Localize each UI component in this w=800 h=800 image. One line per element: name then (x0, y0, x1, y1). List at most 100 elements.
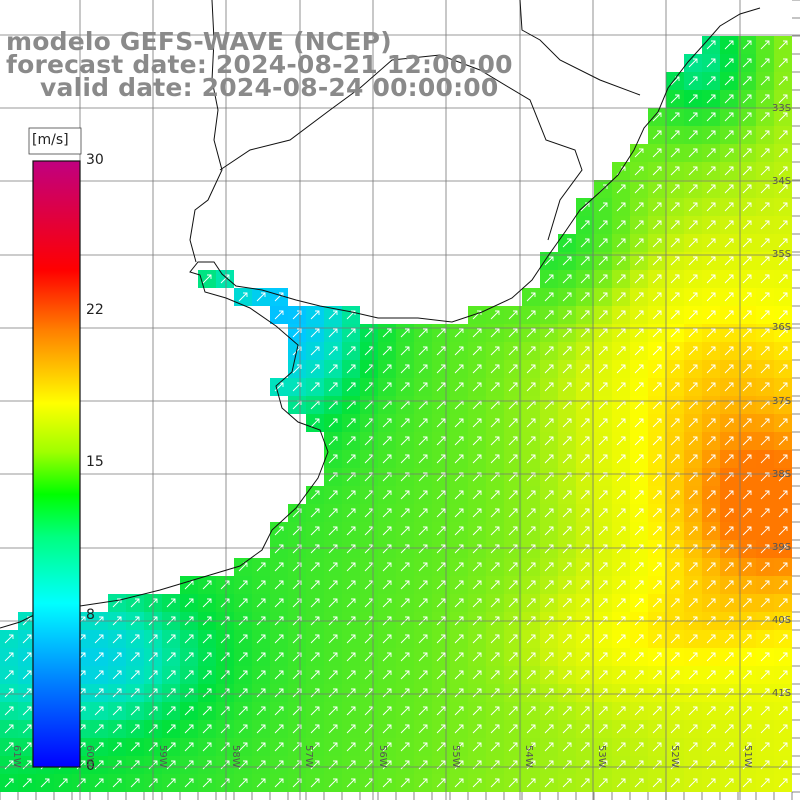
wind-arrow (724, 688, 734, 698)
wind-arrow (562, 238, 572, 248)
wind-arrow (400, 598, 410, 608)
wind-arrow (346, 328, 356, 338)
wind-arrow (616, 742, 626, 752)
wind-arrow (94, 742, 104, 752)
wind-arrow (688, 238, 698, 248)
wind-arrow (562, 652, 572, 662)
wind-arrow (670, 508, 680, 518)
wind-arrow (724, 454, 734, 464)
longitude-label: 60W (84, 745, 95, 768)
wind-arrow (580, 580, 590, 590)
wind-arrow (202, 634, 212, 644)
wind-arrow (598, 490, 608, 500)
wind-arrow (634, 508, 644, 518)
wind-arrow (130, 670, 140, 680)
wind-arrow (328, 328, 338, 338)
wind-arrow (760, 688, 770, 698)
wind-arrow (202, 274, 212, 284)
wind-arrow (508, 382, 518, 392)
wind-arrow (688, 148, 698, 158)
wind-arrow (742, 184, 752, 194)
wind-arrow (346, 382, 356, 392)
wind-arrow (436, 706, 446, 716)
wind-arrow (130, 760, 140, 770)
wind-arrow (436, 436, 446, 446)
wind-arrow (94, 634, 104, 644)
wind-arrow (4, 688, 14, 698)
wind-arrow (742, 130, 752, 140)
wind-arrow (202, 598, 212, 608)
wind-arrow (472, 688, 482, 698)
longitude-label: 55W (450, 745, 461, 768)
wind-arrow (706, 652, 716, 662)
wind-arrow (598, 778, 608, 788)
wind-arrow (598, 310, 608, 320)
wind-arrow (418, 778, 428, 788)
wind-arrow (670, 328, 680, 338)
wind-arrow (472, 562, 482, 572)
wind-arrow (310, 508, 320, 518)
wind-arrow (472, 724, 482, 734)
wind-arrow (760, 418, 770, 428)
wind-arrow (652, 562, 662, 572)
wind-arrow (778, 112, 788, 122)
wind-arrow (328, 706, 338, 716)
wind-arrow (670, 274, 680, 284)
wind-arrow (580, 328, 590, 338)
wind-arrow (256, 742, 266, 752)
wind-arrow (130, 688, 140, 698)
wind-arrow (706, 166, 716, 176)
wind-arrow (616, 778, 626, 788)
wind-arrow (400, 364, 410, 374)
wind-arrow (706, 94, 716, 104)
wind-arrow (454, 436, 464, 446)
wind-arrow (562, 634, 572, 644)
wind-arrow (598, 526, 608, 536)
wind-arrow (580, 742, 590, 752)
wind-arrow (112, 670, 122, 680)
wind-arrow (688, 454, 698, 464)
wind-arrow (508, 490, 518, 500)
wind-arrow (328, 490, 338, 500)
wind-arrow (760, 76, 770, 86)
wind-arrow (778, 436, 788, 446)
wind-arrow (400, 382, 410, 392)
wind-arrow (652, 598, 662, 608)
wind-arrow (670, 634, 680, 644)
wind-arrow (310, 418, 320, 428)
wind-arrow (598, 724, 608, 734)
forecast-date: forecast date: 2024-08-21 12:00:00 (6, 50, 513, 79)
coastline-path (0, 7, 761, 629)
wind-arrow (706, 238, 716, 248)
model-title: modelo GEFS-WAVE (NCEP) (6, 27, 392, 56)
wind-arrow (310, 706, 320, 716)
wind-arrow (544, 274, 554, 284)
wind-arrow (652, 652, 662, 662)
wind-arrow (580, 724, 590, 734)
wind-arrow (112, 760, 122, 770)
latitude-label: 39S (772, 542, 792, 553)
wind-arrow (562, 490, 572, 500)
wind-arrow (742, 436, 752, 446)
wind-arrow (490, 778, 500, 788)
wind-arrow (706, 184, 716, 194)
longitude-label: 53W (596, 745, 607, 768)
wind-arrow (724, 274, 734, 284)
wind-arrow (778, 166, 788, 176)
wind-arrow (688, 742, 698, 752)
wind-arrow (184, 706, 194, 716)
wind-arrow (526, 436, 536, 446)
wind-arrow (778, 742, 788, 752)
wind-arrow (544, 310, 554, 320)
wind-arrow (742, 526, 752, 536)
wind-arrow (544, 256, 554, 266)
latitude-label: 35S (772, 249, 792, 260)
wind-arrow (346, 526, 356, 536)
wind-arrow (634, 724, 644, 734)
wind-arrow (742, 202, 752, 212)
wind-arrow (778, 724, 788, 734)
wind-arrow (688, 778, 698, 788)
wind-arrow (742, 328, 752, 338)
wind-arrow (760, 328, 770, 338)
wind-arrow (418, 580, 428, 590)
